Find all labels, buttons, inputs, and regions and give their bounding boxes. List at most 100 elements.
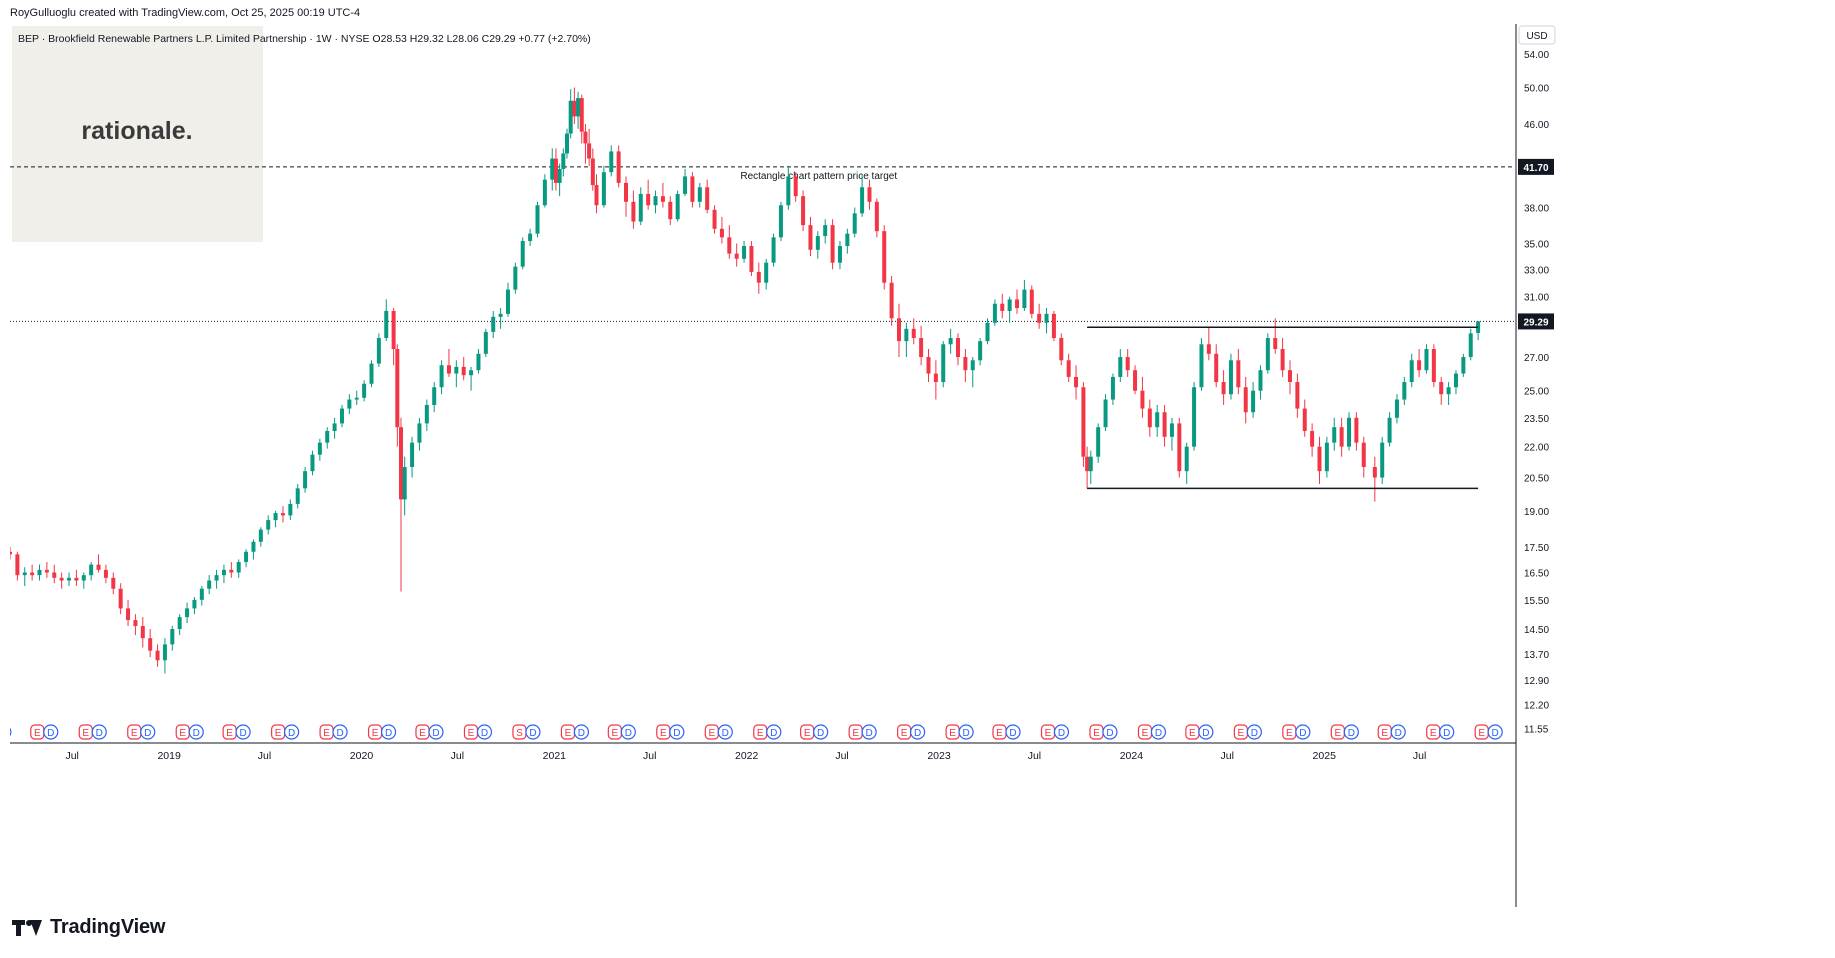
candle-body [207, 580, 212, 589]
candle-body [303, 471, 308, 489]
dividend-marker [140, 724, 156, 740]
candle-body [1096, 427, 1101, 457]
dividend-marker [573, 724, 590, 740]
candle-body [1461, 357, 1466, 374]
candle-body [1372, 466, 1377, 478]
candle-body [727, 237, 732, 254]
candle-body [126, 608, 131, 621]
candle-body [1402, 382, 1407, 400]
candle-body [192, 599, 197, 609]
dividend-marker [1246, 724, 1262, 740]
candle-body [587, 143, 592, 159]
dividend-marker [188, 724, 204, 740]
candle-body [1236, 360, 1241, 388]
dividend-marker-label: D [673, 728, 680, 739]
candle-body [446, 365, 451, 374]
dividend-marker [717, 724, 733, 740]
candle-body [476, 353, 481, 371]
y-tick-label: 50.00 [1524, 83, 1549, 94]
candle-body [214, 575, 219, 581]
dividend-marker [1343, 724, 1359, 740]
candle-body [631, 201, 636, 222]
x-axis[interactable]: Jul 2019 Jul 2020 Jul 2021 Jul 2022 Jul 2023 Jul 20… [10, 742, 1516, 762]
candle-body [505, 289, 510, 314]
tradingview-logo[interactable]: TradingView [12, 916, 165, 939]
candle-body [52, 572, 57, 578]
candle-body [155, 650, 160, 661]
candle-body [1280, 349, 1285, 371]
candle-body [576, 98, 581, 117]
x-tick-label: Jul [1413, 750, 1426, 762]
candle-body [1302, 408, 1307, 432]
candle-body [454, 366, 459, 374]
candle-body [904, 328, 909, 342]
y-axis[interactable]: USD 54.00 50.00 46.00 41.70 38.00 35.00 33.00 31… [1515, 24, 1556, 907]
earnings-marker-label: E [1045, 728, 1052, 739]
x-tick-label: 2022 [735, 750, 759, 762]
candle-body [1214, 353, 1219, 383]
y-tick-label: 25.00 [1524, 387, 1549, 398]
candle-body [1439, 382, 1444, 395]
candle-body [1295, 382, 1300, 409]
earnings-marker-label: E [1238, 728, 1245, 739]
candle-body [162, 644, 167, 661]
y-tick-label: 15.50 [1524, 596, 1549, 607]
earnings-marker-label: E [757, 728, 764, 739]
dividend-marker [1053, 724, 1070, 740]
candle-body [376, 338, 381, 364]
candle-body [1085, 456, 1090, 472]
candle-body [985, 322, 990, 342]
x-tick-label: Jul [1221, 750, 1234, 762]
candle-body [325, 431, 330, 443]
candle-body [140, 626, 145, 639]
candle-body [148, 638, 153, 651]
dividend-marker [1198, 724, 1214, 740]
candle-body [616, 151, 621, 183]
candle-body [860, 187, 865, 214]
dividend-marker-label: D [962, 728, 969, 739]
candle-body [258, 529, 263, 542]
candle-body [564, 133, 569, 154]
earnings-marker-label: E [1430, 728, 1437, 739]
candle-body [1431, 349, 1436, 383]
earnings-marker-label: E [565, 728, 572, 739]
candle-body [347, 399, 352, 409]
candle-body [273, 513, 278, 521]
candle-body [89, 564, 94, 576]
candle-body [638, 193, 643, 222]
candle-body [590, 158, 595, 186]
price-chart[interactable]: rationale. BEP · Brookfield Renewable Pa… [0, 24, 1835, 907]
candle-body [778, 205, 783, 238]
candle-body [1066, 360, 1071, 377]
dividend-marker [1150, 724, 1167, 740]
candle-body [1000, 303, 1005, 311]
chart-frame[interactable]: rationale. BEP · Brookfield Renewable Pa… [0, 24, 1835, 907]
candle-body [978, 341, 983, 361]
candle-body [837, 246, 842, 263]
candle-body [384, 310, 389, 339]
dividend-marker [1102, 724, 1118, 740]
candle-body [199, 588, 204, 600]
dividend-marker [525, 724, 541, 740]
candle-body [1059, 338, 1064, 361]
candle-body [1332, 427, 1337, 443]
dividend-marker-label: D [914, 728, 921, 739]
dividend-marker [235, 724, 251, 740]
candle-body [1310, 431, 1315, 447]
candle-body [1022, 289, 1027, 309]
candle-body [22, 572, 27, 576]
candle-body [1140, 390, 1145, 409]
candle-body [845, 233, 850, 247]
candle-body [1074, 376, 1079, 388]
candle-body [185, 608, 190, 618]
dividend-marker [91, 724, 107, 740]
candle-body [461, 366, 466, 376]
candle-body [288, 503, 293, 516]
candle-body [362, 383, 367, 398]
candle-body [882, 231, 887, 283]
event-markers[interactable]: EDEDEDEDEDEDEDEDEDEDEDSDEDEDEDEDEDEDEDED… [0, 724, 1503, 740]
chart-title: BEP · Brookfield Renewable Partners L.P.… [18, 33, 591, 45]
dividend-marker-label: D [625, 728, 632, 739]
candle-body [1133, 370, 1138, 391]
dividend-marker [620, 724, 636, 740]
